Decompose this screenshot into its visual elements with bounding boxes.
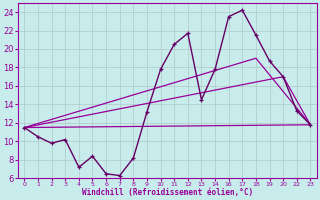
X-axis label: Windchill (Refroidissement éolien,°C): Windchill (Refroidissement éolien,°C) <box>82 188 253 197</box>
